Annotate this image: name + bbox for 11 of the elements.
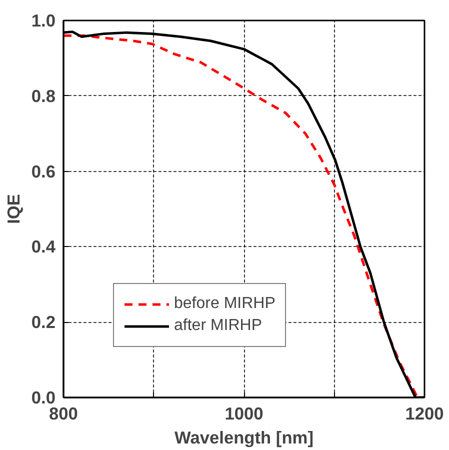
y-tick-label: 0.6 [31,161,56,182]
y-tick-label: 0.4 [31,236,56,257]
y-axis-title: IQE [3,194,24,224]
x-tick-label: 1000 [224,404,264,424]
x-axis-title: Wavelength [nm] [174,428,314,448]
legend-label: before MIRHP [174,295,276,313]
y-tick-label: 0.2 [31,312,56,332]
legend-label: after MIRHP [174,317,262,335]
y-tick-label: 1.0 [31,10,56,30]
y-tick-label: 0.8 [31,86,56,106]
x-tick-label: 1200 [405,404,444,424]
